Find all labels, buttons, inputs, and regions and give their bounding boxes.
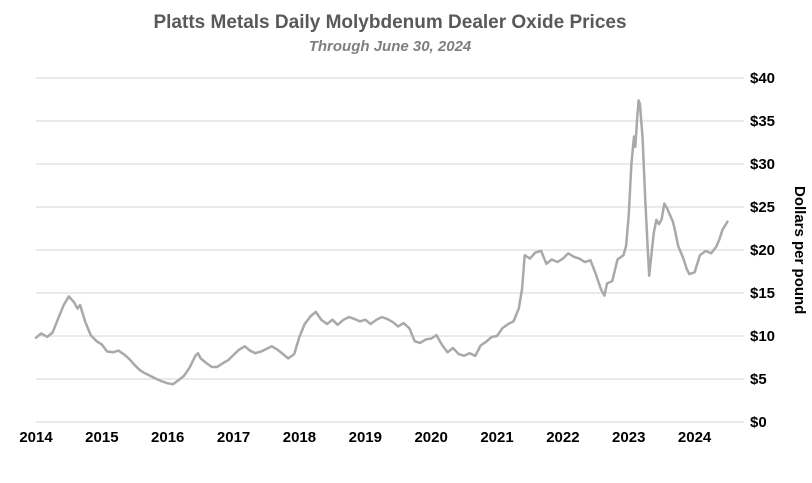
x-tick-label: 2014 [19, 429, 53, 446]
chart-title: Platts Metals Daily Molybdenum Dealer Ox… [153, 12, 627, 33]
price-line [34, 99, 729, 386]
y-tick-label: $20 [750, 242, 775, 259]
x-tick-label: 2015 [85, 429, 118, 446]
x-tick-label: 2021 [480, 429, 513, 446]
x-tick-label: 2016 [151, 429, 184, 446]
y-tick-label: $30 [750, 156, 775, 173]
x-tick-label: 2022 [546, 429, 579, 446]
y-tick-label: $5 [750, 371, 767, 388]
y-tick-label: $35 [750, 113, 775, 130]
chart-subtitle: Through June 30, 2024 [308, 38, 472, 55]
y-tick-label: $0 [750, 414, 767, 431]
y-tick-label: $25 [750, 199, 775, 216]
x-tick-label: 2019 [349, 429, 382, 446]
y-axis-title: Dollars per pound [791, 185, 808, 315]
x-tick-label: 2018 [283, 429, 316, 446]
x-tick-label: 2020 [414, 429, 447, 446]
y-tick-label: $10 [750, 328, 775, 345]
x-tick-label: 2023 [612, 429, 645, 446]
x-tick-label: 2024 [678, 429, 712, 446]
y-tick-label: $40 [750, 70, 775, 87]
x-tick-label: 2017 [217, 429, 250, 446]
y-tick-label: $15 [750, 285, 775, 302]
